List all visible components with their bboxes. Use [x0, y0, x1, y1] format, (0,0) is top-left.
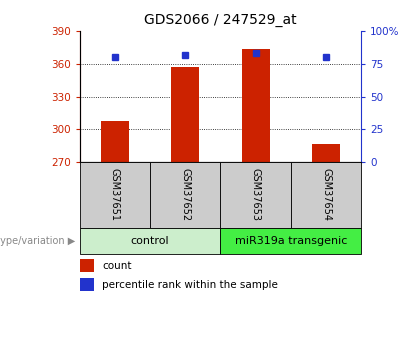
Bar — [220, 162, 291, 228]
Bar — [220, 228, 361, 254]
Text: count: count — [102, 260, 132, 270]
Bar — [101, 121, 129, 162]
Bar — [171, 67, 200, 162]
Bar — [312, 144, 340, 162]
Text: GSM37654: GSM37654 — [321, 168, 331, 221]
Title: GDS2066 / 247529_at: GDS2066 / 247529_at — [144, 13, 297, 27]
Text: miR319a transgenic: miR319a transgenic — [235, 236, 347, 246]
Bar — [80, 278, 94, 291]
Bar — [80, 162, 150, 228]
Bar — [80, 259, 94, 273]
Text: GSM37651: GSM37651 — [110, 168, 120, 221]
Text: control: control — [131, 236, 169, 246]
Text: GSM37653: GSM37653 — [251, 168, 261, 221]
Bar — [291, 162, 361, 228]
Text: genotype/variation ▶: genotype/variation ▶ — [0, 236, 76, 246]
Text: GSM37652: GSM37652 — [180, 168, 190, 221]
Text: percentile rank within the sample: percentile rank within the sample — [102, 279, 278, 289]
Bar — [241, 49, 270, 162]
Bar — [80, 228, 220, 254]
Bar — [150, 162, 220, 228]
